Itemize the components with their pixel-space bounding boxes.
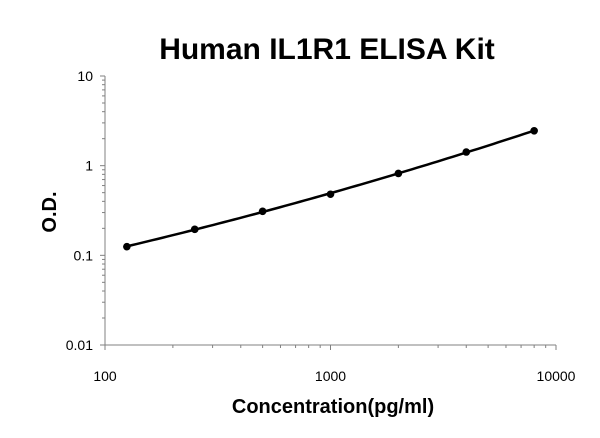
data-point (326, 190, 335, 199)
x-tick-label: 100 (93, 368, 117, 384)
data-point (394, 169, 403, 178)
x-tick-label: 10000 (537, 368, 576, 384)
data-points (123, 126, 538, 251)
data-point (462, 148, 471, 156)
y-tick-label: 0.1 (74, 247, 94, 263)
y-axis-label: O.D. (39, 191, 61, 232)
axes: 0.01 0.1 1 10 100 1000 10000 (66, 68, 576, 384)
data-point (123, 242, 131, 251)
x-axis-label: Concentration(pg/ml) (232, 396, 434, 418)
y-tick-label: 1 (85, 158, 93, 174)
fit-curve-group (126, 129, 535, 248)
data-point (530, 126, 538, 135)
y-tick-label: 0.01 (66, 337, 93, 353)
data-point (258, 207, 267, 216)
x-tick-label: 1000 (315, 368, 346, 384)
data-point (190, 225, 199, 234)
y-tick-label: 10 (77, 68, 93, 84)
fit-curve (126, 129, 535, 248)
chart-title: Human IL1R1 ELISA Kit (159, 33, 495, 66)
